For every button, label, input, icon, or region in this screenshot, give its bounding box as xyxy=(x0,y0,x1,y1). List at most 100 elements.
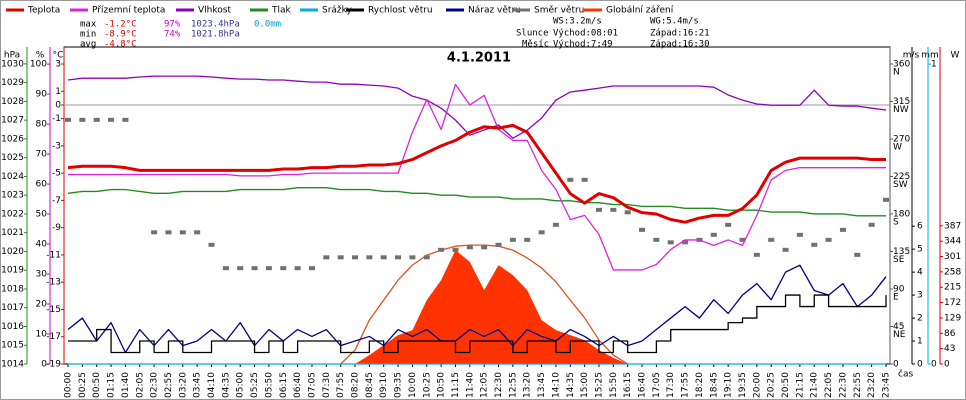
legend-label: Vlhkost xyxy=(198,6,231,16)
stat: Východ:08:01 xyxy=(553,29,618,39)
tick-label: 1 xyxy=(931,60,937,70)
point xyxy=(222,266,229,271)
x-tick-label: 18:45 xyxy=(709,372,719,398)
axis-label: hPa xyxy=(4,51,20,61)
tick-label: -9 xyxy=(52,223,61,233)
line xyxy=(68,83,886,271)
x-tick-label: 19:35 xyxy=(738,372,748,398)
tick-label: 1025 xyxy=(1,153,24,163)
x-tick-label: 13:20 xyxy=(523,372,533,398)
stat: 0.0mm xyxy=(254,20,281,30)
x-tick-label: 01:15 xyxy=(107,372,117,398)
point xyxy=(323,255,330,260)
compass-label: E xyxy=(893,293,899,303)
stat: 1023.4hPa xyxy=(191,20,240,30)
x-tick-label: 07:30 xyxy=(322,372,332,398)
x-tick-label: 17:55 xyxy=(681,372,691,398)
stat-label: avg xyxy=(80,40,96,50)
point xyxy=(481,245,488,250)
point xyxy=(825,237,832,242)
x-tick-label: 22:55 xyxy=(853,372,863,398)
x-tick-label: 02:55 xyxy=(164,372,174,398)
tick-label: 301 xyxy=(944,252,961,262)
compass-label: SE xyxy=(893,255,905,265)
line xyxy=(68,294,887,354)
x-tick-label: 09:10 xyxy=(379,372,389,398)
legend-label: Přízemní teplota xyxy=(92,6,165,16)
point xyxy=(337,255,344,260)
tick-label: 1020 xyxy=(1,247,24,257)
tick-label: 270 xyxy=(893,135,910,145)
point xyxy=(438,247,445,252)
tick-label: 1023 xyxy=(1,191,24,201)
tick-label: 1015 xyxy=(1,341,24,351)
point xyxy=(581,177,588,182)
point xyxy=(839,227,846,232)
tick-label: 0 xyxy=(41,360,47,370)
tick-label: 70 xyxy=(36,150,48,160)
tick-label: 225 xyxy=(893,172,910,182)
tick-label: 45 xyxy=(893,322,904,332)
point xyxy=(366,255,373,260)
tick-label: -17 xyxy=(46,332,61,342)
x-tick-label: 06:40 xyxy=(293,372,303,398)
point xyxy=(552,222,559,227)
x-tick-label: 10:50 xyxy=(437,372,447,398)
x-tick-label: 09:35 xyxy=(394,372,404,398)
tick-label: 172 xyxy=(944,298,961,308)
point xyxy=(108,117,115,122)
tick-label: 4 xyxy=(917,268,923,278)
x-tick-label: 04:10 xyxy=(207,372,217,398)
tick-label: 20 xyxy=(36,300,48,310)
point xyxy=(280,266,287,271)
stats: max -1.2°C 97% 1023.4hPa 0.0mm min -8.9°… xyxy=(80,17,710,50)
x-tick-label: 22:05 xyxy=(824,372,834,398)
stat: 97% xyxy=(164,20,181,30)
stat: 1021.8hPa xyxy=(191,30,240,40)
point xyxy=(595,207,602,212)
point xyxy=(725,222,732,227)
tick-label: -3 xyxy=(52,141,61,151)
x-tick-label: 03:45 xyxy=(193,372,203,398)
point xyxy=(122,117,129,122)
point xyxy=(854,252,861,257)
tick-label: 1 xyxy=(917,337,923,347)
point xyxy=(452,247,459,252)
tick-label: 43 xyxy=(944,344,955,354)
tick-label: 0 xyxy=(931,360,937,370)
stat-label: max xyxy=(80,20,97,30)
x-tick-label: 08:20 xyxy=(351,372,361,398)
point xyxy=(151,230,158,235)
tick-label: 344 xyxy=(944,237,961,247)
point xyxy=(265,266,272,271)
tick-label: 315 xyxy=(893,97,910,107)
line xyxy=(67,75,887,139)
point xyxy=(79,117,86,122)
point xyxy=(639,227,646,232)
point xyxy=(753,252,760,257)
compass-label: SW xyxy=(893,180,908,190)
axis-label: % xyxy=(36,51,45,61)
point xyxy=(409,255,416,260)
x-tick-label: 22:30 xyxy=(838,372,848,398)
axis-label: W xyxy=(951,51,960,61)
tick-label: 2 xyxy=(917,314,923,324)
tick-label: 1027 xyxy=(1,116,24,126)
point xyxy=(380,255,387,260)
point xyxy=(423,255,430,260)
area xyxy=(68,250,886,364)
tick-label: 0 xyxy=(55,100,61,110)
point xyxy=(567,177,574,182)
line xyxy=(340,244,629,365)
tick-label: 1029 xyxy=(1,78,24,88)
compass-label: NW xyxy=(893,105,909,115)
tick-label: 387 xyxy=(944,221,961,231)
point xyxy=(65,117,71,122)
x-tick-label: 23:20 xyxy=(867,372,877,398)
point xyxy=(624,210,631,215)
stat-label: Měsíc xyxy=(522,40,549,50)
tick-label: 80 xyxy=(36,120,48,130)
tick-label: 10 xyxy=(36,330,48,340)
compass-label: W xyxy=(893,143,902,153)
axis-label: mm xyxy=(921,51,939,61)
